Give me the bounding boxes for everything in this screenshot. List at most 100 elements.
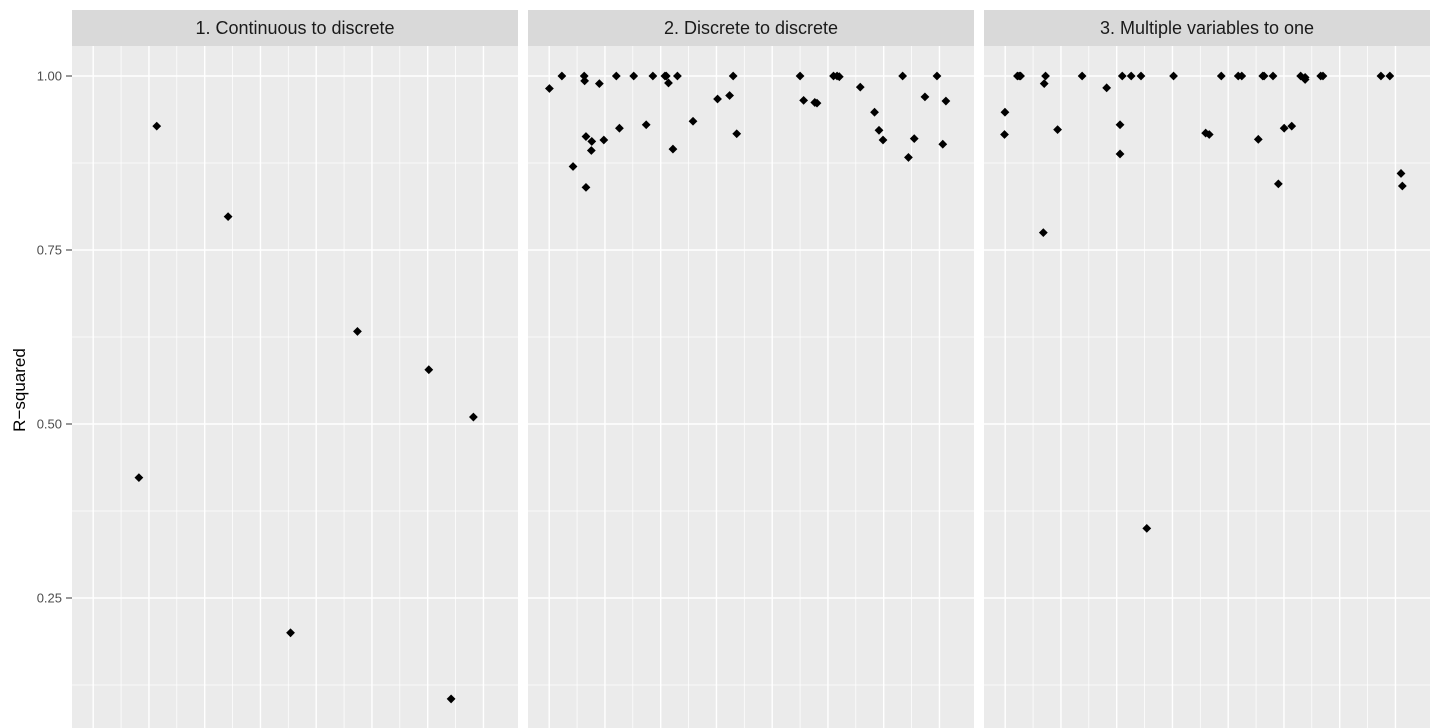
data-point — [1396, 169, 1406, 178]
data-point — [728, 71, 738, 81]
data-point — [1279, 123, 1289, 133]
data-point — [615, 123, 624, 133]
data-point — [870, 107, 879, 117]
data-point — [1259, 71, 1269, 81]
data-point — [941, 96, 951, 106]
data-point — [1041, 71, 1050, 81]
data-point — [1117, 71, 1127, 81]
data-point — [795, 71, 805, 81]
data-point — [594, 79, 604, 89]
data-point — [599, 135, 609, 145]
data-point — [1115, 149, 1125, 159]
data-point — [1300, 75, 1310, 84]
panel-background — [528, 46, 974, 728]
data-point — [1077, 71, 1087, 81]
data-point — [1268, 71, 1278, 81]
data-point — [1136, 71, 1146, 81]
data-point — [353, 327, 362, 336]
y-tick-label: 0.50 — [37, 417, 62, 432]
data-point — [1237, 71, 1247, 81]
data-point — [909, 134, 919, 144]
data-point — [732, 129, 742, 139]
y-tick-label: 1.00 — [37, 69, 62, 84]
data-point — [1385, 71, 1395, 81]
data-point — [1201, 128, 1211, 138]
data-point — [932, 71, 942, 81]
data-point — [725, 91, 734, 100]
data-point — [557, 71, 567, 81]
data-point — [799, 95, 809, 105]
data-point — [580, 76, 590, 86]
y-tick-label: 0.25 — [37, 591, 62, 606]
data-point — [1273, 179, 1283, 189]
data-point — [1216, 71, 1226, 81]
data-point — [286, 628, 295, 638]
data-point — [1126, 71, 1136, 81]
data-point — [1142, 524, 1152, 533]
data-point — [898, 71, 908, 81]
data-point — [1038, 228, 1048, 237]
data-point — [424, 365, 434, 375]
data-point — [545, 84, 554, 93]
data-point — [1376, 71, 1386, 81]
facet-panel: 3. Multiple variables to one — [976, 10, 1430, 728]
data-point — [629, 71, 639, 81]
facet-title: 3. Multiple variables to one — [1100, 18, 1314, 38]
data-point — [673, 71, 682, 81]
data-point — [1102, 83, 1112, 93]
data-point — [611, 71, 621, 81]
facet-panel: 1. Continuous to discrete — [64, 10, 518, 728]
data-point — [713, 94, 722, 104]
data-point — [1016, 71, 1025, 81]
data-point — [1053, 125, 1062, 134]
data-point — [641, 120, 651, 130]
data-point — [1397, 181, 1407, 191]
facet-strip — [528, 10, 974, 46]
data-point — [581, 182, 591, 192]
data-point — [469, 412, 478, 422]
data-point — [664, 78, 673, 88]
data-point — [904, 153, 913, 162]
data-point — [1000, 130, 1009, 139]
facet-panel: 2. Discrete to discrete — [520, 10, 974, 728]
data-point — [134, 473, 144, 482]
facet-title: 2. Discrete to discrete — [664, 18, 838, 38]
data-point — [1318, 71, 1328, 81]
y-tick-label: 0.75 — [37, 243, 62, 258]
data-point — [579, 71, 589, 81]
data-point — [1253, 134, 1263, 144]
panel-background — [72, 46, 518, 728]
data-point — [223, 212, 233, 221]
data-point — [1204, 130, 1214, 139]
data-point — [1169, 71, 1178, 81]
data-point — [1000, 107, 1010, 117]
data-point — [874, 125, 884, 135]
y-axis-title: R−squared — [10, 348, 29, 432]
facet-strip — [72, 10, 518, 46]
data-point — [1115, 120, 1125, 130]
data-point — [568, 162, 578, 171]
data-point — [1287, 121, 1297, 131]
data-point — [586, 146, 596, 155]
data-point — [834, 72, 844, 82]
data-point — [878, 135, 888, 145]
panel-background — [984, 46, 1430, 728]
facet-title: 1. Continuous to discrete — [195, 18, 394, 38]
data-point — [668, 144, 678, 154]
data-point — [855, 82, 865, 92]
data-point — [152, 121, 162, 131]
facet-panels: 1. Continuous to discrete 2. Discrete to … — [64, 10, 1430, 728]
data-point — [1039, 79, 1049, 89]
facet-strip — [984, 10, 1430, 46]
data-point — [648, 71, 658, 81]
data-point — [1296, 71, 1306, 81]
data-point — [938, 139, 948, 149]
data-point — [812, 98, 822, 108]
data-point — [587, 137, 597, 146]
data-point — [581, 132, 591, 141]
y-axis: 0.25 0.50 0.75 1.00 — [37, 69, 72, 606]
data-point — [688, 116, 698, 126]
data-point — [920, 92, 930, 102]
data-point — [661, 71, 671, 81]
